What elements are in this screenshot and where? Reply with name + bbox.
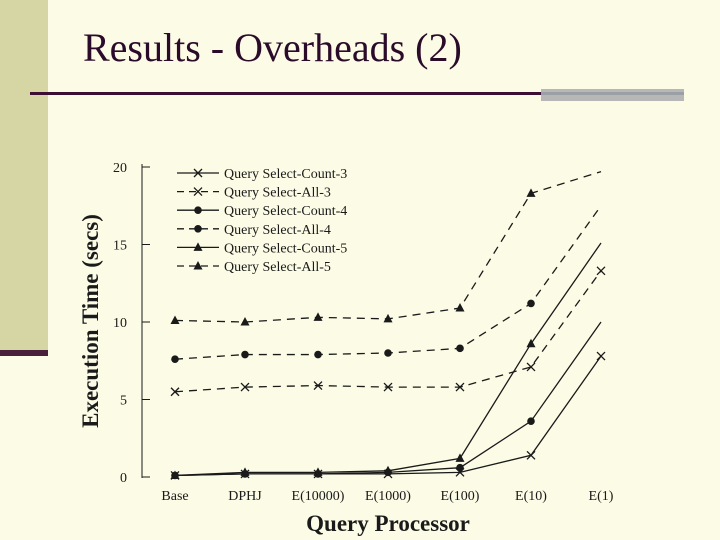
x-ticks: Base DPHJ E(10000) E(1000) E(100) E(10) E(1) xyxy=(161,489,613,504)
series-4 xyxy=(171,205,602,364)
data-point xyxy=(527,417,535,426)
title-rule xyxy=(30,92,542,95)
x-tick-label: DPHJ xyxy=(228,489,262,504)
data-point xyxy=(526,188,536,197)
data-point xyxy=(455,453,465,462)
y-axis-label: Execution Time (secs) xyxy=(78,214,103,428)
data-point xyxy=(171,355,179,364)
legend-entry: Query Select-All-4 xyxy=(177,223,331,238)
series-3 xyxy=(171,321,602,480)
series-layer xyxy=(170,171,606,480)
series-line xyxy=(174,270,602,393)
data-point xyxy=(240,467,250,476)
data-point xyxy=(384,349,392,357)
x-axis-label: Query Processor xyxy=(306,511,470,536)
y-tick-label: 10 xyxy=(113,316,127,331)
data-point xyxy=(314,350,322,359)
x-tick-label: E(1000) xyxy=(365,489,411,504)
x-tick-label: Base xyxy=(161,489,188,504)
data-point xyxy=(241,350,249,359)
slide-title: Results - Overheads (2) xyxy=(83,25,462,70)
series-2 xyxy=(170,266,606,397)
data-point xyxy=(596,266,606,276)
y-tick-label: 20 xyxy=(113,161,127,176)
legend-label: Query Select-Count-4 xyxy=(224,204,347,219)
data-point xyxy=(383,382,393,392)
legend-marker xyxy=(193,187,203,197)
y-tick-label: 5 xyxy=(120,394,127,409)
legend-marker xyxy=(193,168,203,178)
series-line xyxy=(174,355,602,477)
legend-entry: Query Select-Count-4 xyxy=(177,204,347,219)
data-point xyxy=(456,344,464,353)
legend-entry: Query Select-Count-5 xyxy=(177,241,347,256)
data-point xyxy=(383,313,393,323)
data-point xyxy=(526,362,536,372)
data-point xyxy=(456,463,464,472)
legend-marker xyxy=(193,261,203,270)
left-accent-bar-edge xyxy=(0,350,48,356)
legend-entry: Query Select-Count-3 xyxy=(177,167,347,182)
x-tick-label: E(1) xyxy=(589,489,614,504)
series-1 xyxy=(170,351,606,480)
y-tick-label: 0 xyxy=(120,471,127,486)
data-point xyxy=(170,387,180,397)
series-6 xyxy=(170,171,602,326)
series-5 xyxy=(170,242,602,479)
legend-label: Query Select-Count-3 xyxy=(224,167,347,182)
title-rule-accent-line xyxy=(541,92,684,95)
legend-label: Query Select-All-5 xyxy=(224,260,331,275)
data-point xyxy=(313,381,323,391)
legend-marker xyxy=(194,225,202,233)
data-point xyxy=(313,467,323,476)
data-point xyxy=(596,351,606,361)
data-point xyxy=(527,299,535,308)
data-point xyxy=(313,312,323,321)
legend-marker xyxy=(194,206,202,214)
legend-marker xyxy=(193,242,203,251)
data-point xyxy=(170,315,180,324)
legend-label: Query Select-All-3 xyxy=(224,186,331,201)
data-point xyxy=(455,382,465,392)
left-accent-bar xyxy=(0,0,48,356)
data-point xyxy=(455,303,465,312)
data-point xyxy=(170,470,180,479)
legend-label: Query Select-All-4 xyxy=(224,223,331,238)
data-point xyxy=(526,338,536,348)
y-ticks: 0 5 10 15 20 xyxy=(113,161,150,486)
x-tick-label: E(10000) xyxy=(292,489,345,504)
y-tick-label: 15 xyxy=(113,239,127,254)
data-point xyxy=(240,317,250,326)
data-point xyxy=(383,465,393,475)
x-tick-label: E(10) xyxy=(515,489,547,504)
data-point xyxy=(240,382,250,392)
data-point xyxy=(526,450,536,460)
legend-entry: Query Select-All-5 xyxy=(177,260,331,275)
legend: Query Select-Count-3 Query Select-All-3 Qu… xyxy=(177,167,347,275)
x-tick-label: E(100) xyxy=(441,489,480,504)
legend-entry: Query Select-All-3 xyxy=(177,186,331,201)
series-line xyxy=(174,321,602,477)
legend-label: Query Select-Count-5 xyxy=(224,241,347,256)
